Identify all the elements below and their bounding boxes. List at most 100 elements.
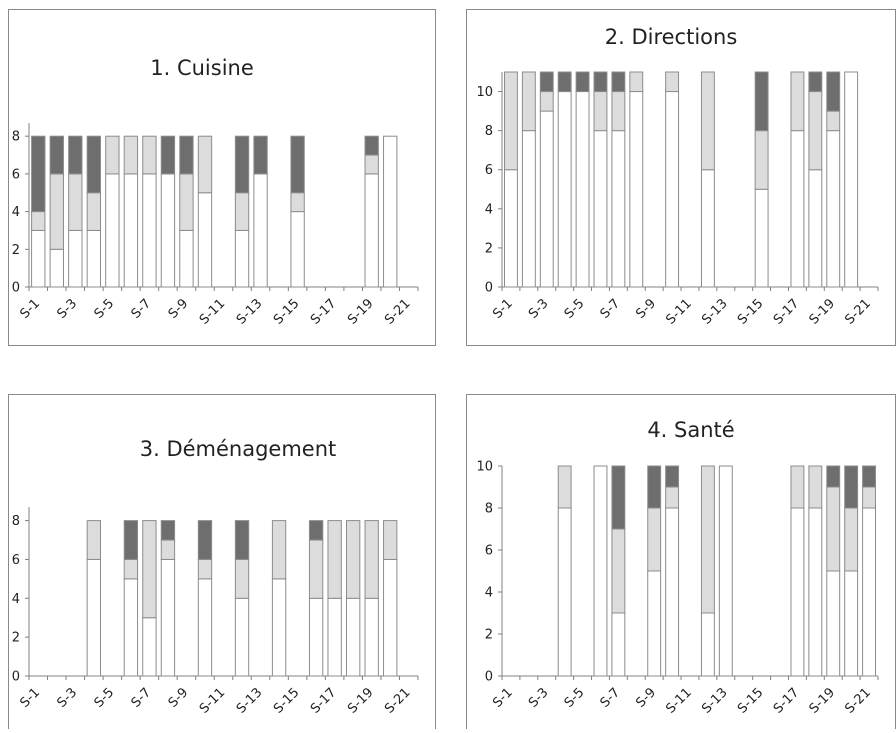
bar-segment bbox=[647, 465, 662, 509]
bar-segment bbox=[629, 71, 644, 93]
y-tick-label: 4 bbox=[485, 202, 493, 217]
bar-segment bbox=[308, 520, 324, 541]
bar-segment bbox=[105, 135, 120, 175]
bar-segment bbox=[844, 71, 859, 288]
bar-segment bbox=[234, 135, 250, 194]
y-tick-label: 0 bbox=[12, 281, 20, 296]
y-tick-label: 2 bbox=[12, 243, 20, 258]
bar-segment bbox=[504, 71, 518, 171]
bar-segment bbox=[160, 558, 176, 677]
bar-segment bbox=[611, 528, 626, 614]
bar-segment bbox=[142, 520, 157, 619]
bar-segment bbox=[611, 91, 626, 132]
bar-segment bbox=[290, 192, 305, 213]
bar-segment bbox=[49, 135, 64, 175]
y-tick-label: 2 bbox=[485, 628, 493, 643]
bar-segment bbox=[271, 520, 287, 580]
y-tick-label: 8 bbox=[485, 124, 493, 139]
chart-title: 4. Santé bbox=[647, 418, 734, 442]
y-tick-label: 6 bbox=[485, 163, 493, 178]
chart-title: 2. Directions bbox=[605, 25, 738, 49]
bar-segment bbox=[68, 229, 83, 288]
bar-segment bbox=[364, 520, 379, 599]
chart-panel-directions: 2. Directions 0 2 4 6 8 10 S-1 S-3 S-5 S-7 S-9 S-11… bbox=[466, 9, 896, 346]
chart-panel-demenagement: 3. Déménagement 0 2 4 6 8 S-1 S-3 S-5 S-7 S-9 S-11… bbox=[8, 394, 436, 733]
y-tick-label: 10 bbox=[476, 85, 493, 100]
bar-segment bbox=[826, 465, 841, 488]
bar-segment bbox=[197, 578, 213, 677]
bar-segment bbox=[808, 465, 823, 509]
bar-segment bbox=[665, 91, 680, 288]
bar-segment bbox=[197, 192, 213, 288]
bar-segment bbox=[754, 130, 769, 190]
bar-segment bbox=[844, 465, 859, 509]
bar-segment bbox=[86, 229, 102, 288]
bar-segment bbox=[665, 486, 680, 509]
bar-segment bbox=[68, 135, 83, 175]
bar-segment bbox=[253, 135, 268, 175]
bar-segment bbox=[383, 520, 398, 560]
bar-segment bbox=[611, 130, 626, 288]
bar-segment bbox=[808, 169, 823, 288]
bar-segment bbox=[611, 612, 626, 677]
bar-segment bbox=[808, 91, 823, 171]
bar-segment bbox=[364, 154, 379, 175]
bar-segment bbox=[160, 173, 176, 288]
y-tick-label: 0 bbox=[485, 281, 493, 296]
bar-segment bbox=[123, 520, 139, 560]
bar-segment bbox=[593, 91, 608, 132]
bar-segment bbox=[593, 71, 608, 93]
bar-segment bbox=[808, 507, 823, 677]
bar-segment bbox=[327, 520, 342, 599]
y-tick-label: 0 bbox=[485, 670, 493, 685]
bar-segment bbox=[862, 465, 876, 488]
y-tick-label: 0 bbox=[12, 670, 20, 685]
y-tick-label: 4 bbox=[12, 592, 20, 607]
bar-segment bbox=[790, 507, 805, 677]
y-tick-label: 8 bbox=[12, 130, 20, 145]
bar-segment bbox=[593, 130, 608, 288]
bar-segment bbox=[290, 135, 305, 194]
bar-segment bbox=[647, 507, 662, 572]
bar-segment bbox=[160, 539, 176, 560]
y-tick-label: 6 bbox=[12, 553, 20, 568]
bar-segment bbox=[593, 465, 608, 677]
chart-panel-cuisine: 1. Cuisine 0 2 4 6 8 S-1 S-3 S-5 S-7 S-9 S-11 S-13 S… bbox=[8, 9, 436, 346]
bar-segment bbox=[123, 135, 139, 175]
bar-segment bbox=[826, 486, 841, 572]
chart-frame bbox=[8, 394, 436, 733]
bar-segment bbox=[826, 570, 841, 677]
bar-segment bbox=[539, 91, 554, 112]
bar-segment bbox=[665, 507, 680, 677]
bar-segment bbox=[557, 91, 572, 288]
bar-segment bbox=[629, 91, 644, 288]
bar-segment bbox=[179, 229, 194, 288]
bar-segment bbox=[253, 173, 268, 288]
bar-segment bbox=[346, 597, 361, 677]
bar-segment bbox=[539, 71, 554, 93]
bar-segment bbox=[86, 192, 102, 231]
bar-segment bbox=[383, 558, 398, 677]
bar-segment bbox=[647, 570, 662, 677]
bar-segment bbox=[160, 135, 176, 175]
y-tick-label: 4 bbox=[12, 205, 20, 220]
bar-segment bbox=[49, 248, 64, 288]
chart-title: 1. Cuisine bbox=[150, 56, 254, 80]
bar-segment bbox=[700, 169, 715, 288]
bar-segment bbox=[234, 192, 250, 231]
bar-segment bbox=[179, 135, 194, 175]
bar-segment bbox=[700, 612, 715, 677]
bar-segment bbox=[718, 465, 733, 677]
bar-segment bbox=[86, 558, 102, 677]
bar-segment bbox=[197, 135, 213, 194]
bar-segment bbox=[234, 520, 250, 560]
bar-segment bbox=[808, 71, 823, 93]
bar-segment bbox=[826, 130, 841, 288]
bar-segment bbox=[665, 465, 680, 488]
bar-segment bbox=[754, 71, 769, 132]
bar-segment bbox=[234, 597, 250, 677]
y-tick-label: 2 bbox=[485, 241, 493, 256]
y-tick-label: 8 bbox=[485, 502, 493, 517]
